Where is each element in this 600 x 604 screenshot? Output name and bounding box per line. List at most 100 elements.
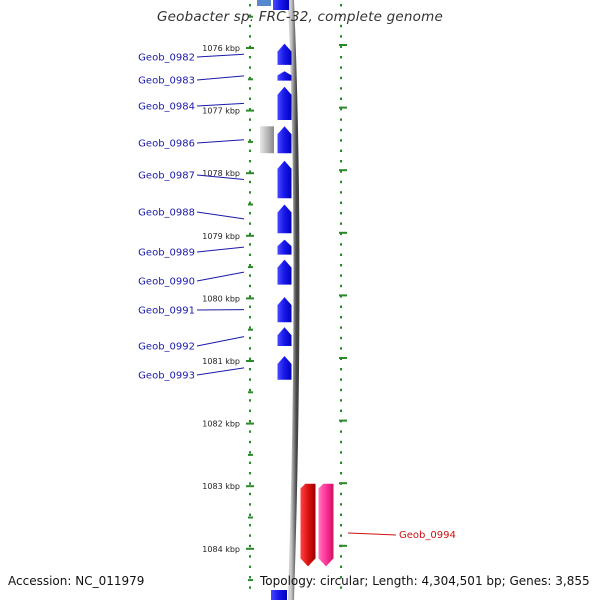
outer-scale-dot xyxy=(340,368,342,370)
inner-scale-dot xyxy=(249,222,251,224)
inner-scale-dot xyxy=(249,566,251,568)
inner-scale-dot xyxy=(249,347,251,349)
inner-scale-dot xyxy=(249,524,251,526)
inner-major-tick xyxy=(246,548,254,550)
inner-scale-dot xyxy=(249,441,251,443)
outer-scale-dot xyxy=(340,399,342,401)
outer-scale-dot xyxy=(340,212,342,214)
gene-arrow-Geob_0982 xyxy=(278,44,292,65)
genome-summary-text: Topology: circular; Length: 4,304,501 bp… xyxy=(260,574,590,588)
outer-scale-dot xyxy=(340,555,342,557)
inner-scale-dot xyxy=(249,181,251,183)
inner-scale-dot xyxy=(249,254,251,256)
outer-scale-dot xyxy=(340,430,342,432)
inner-scale-dot xyxy=(249,389,251,391)
outer-scale-dot xyxy=(340,285,342,287)
inner-scale-dot xyxy=(249,87,251,89)
inner-major-tick xyxy=(246,235,254,237)
inner-scale-dot xyxy=(249,482,251,484)
outer-scale-dot xyxy=(340,160,342,162)
outer-major-tick xyxy=(339,357,347,359)
inner-scale-dot xyxy=(249,555,251,557)
gene-arrow-Geob_0986 xyxy=(278,126,292,153)
inner-minor-tick xyxy=(248,204,253,206)
gene-arrow-Geob_0984 xyxy=(278,87,292,120)
outer-scale-dot xyxy=(340,202,342,204)
inner-scale-dot xyxy=(249,586,251,588)
gene-arrow-Geob_0990 xyxy=(278,260,292,285)
inner-scale-dot xyxy=(249,378,251,380)
gene-arrow-Geob_0987 xyxy=(278,161,292,199)
inner-scale-dot xyxy=(249,66,251,68)
inner-minor-tick xyxy=(248,266,253,268)
inner-major-tick xyxy=(246,423,254,425)
outer-scale-dot xyxy=(340,66,342,68)
inner-scale-dot xyxy=(249,430,251,432)
gene-leader-line xyxy=(197,272,244,281)
inner-minor-tick xyxy=(248,329,253,331)
gene-arrow-Geob_0994 xyxy=(301,484,316,567)
scale-tick-label: 1083 kbp xyxy=(202,482,240,491)
outer-major-tick xyxy=(339,294,347,296)
inner-minor-tick xyxy=(248,141,253,143)
scale-tick-label: 1084 kbp xyxy=(202,545,240,554)
gene-leader-line xyxy=(348,533,396,535)
gene-arrow-Geob_0985-feature xyxy=(260,126,274,153)
inner-minor-tick xyxy=(248,454,253,456)
scale-tick-label: 1077 kbp xyxy=(202,107,240,116)
inner-scale-dot xyxy=(249,243,251,245)
inner-scale-dot xyxy=(249,576,251,578)
outer-scale-dot xyxy=(340,181,342,183)
outer-major-tick xyxy=(339,44,347,46)
map-title: Geobacter sp. FRC-32, complete genome xyxy=(0,9,600,25)
outer-scale-dot xyxy=(340,493,342,495)
scale-tick-label: 1079 kbp xyxy=(202,232,240,241)
outer-scale-dot xyxy=(340,4,342,6)
gene-label-Geob_0987: Geob_0987 xyxy=(138,171,195,182)
gene-leader-line xyxy=(197,337,244,346)
scale-tick-label: 1080 kbp xyxy=(202,294,240,303)
inner-scale-dot xyxy=(249,4,251,6)
inner-major-tick xyxy=(246,172,254,174)
outer-scale-dot xyxy=(340,264,342,266)
inner-major-tick xyxy=(246,297,254,299)
inner-scale-dot xyxy=(249,358,251,360)
gene-leader-line xyxy=(197,76,244,80)
outer-scale-dot xyxy=(340,222,342,224)
gene-label-Geob_0984: Geob_0984 xyxy=(138,102,195,113)
outer-scale-dot xyxy=(340,389,342,391)
outer-scale-dot xyxy=(340,566,342,568)
inner-scale-dot xyxy=(249,191,251,193)
outer-scale-dot xyxy=(340,462,342,464)
inner-minor-tick xyxy=(248,391,253,393)
inner-scale-dot xyxy=(249,399,251,401)
inner-scale-dot xyxy=(249,285,251,287)
inner-minor-tick xyxy=(248,579,253,581)
inner-scale-dot xyxy=(249,316,251,318)
outer-scale-dot xyxy=(340,472,342,474)
gene-label-Geob_0989: Geob_0989 xyxy=(138,248,195,259)
gene-leader-line xyxy=(197,140,244,143)
inner-scale-dot xyxy=(249,472,251,474)
scale-tick-label: 1081 kbp xyxy=(202,357,240,366)
gene-label-Geob_0986: Geob_0986 xyxy=(138,139,195,150)
inner-scale-dot xyxy=(249,545,251,547)
gene-label-Geob_0982: Geob_0982 xyxy=(138,53,195,64)
inner-scale-dot xyxy=(249,129,251,131)
outer-scale-dot xyxy=(340,129,342,131)
inner-scale-dot xyxy=(249,503,251,505)
inner-scale-dot xyxy=(249,274,251,276)
outer-scale-dot xyxy=(340,306,342,308)
outer-scale-dot xyxy=(340,274,342,276)
inner-scale-dot xyxy=(249,410,251,412)
outer-scale-dot xyxy=(340,410,342,412)
inner-major-tick xyxy=(246,360,254,362)
inner-scale-dot xyxy=(249,493,251,495)
scale-tick-label: 1082 kbp xyxy=(202,420,240,429)
gene-label-Geob_0983: Geob_0983 xyxy=(138,76,195,87)
outer-scale-dot xyxy=(340,25,342,27)
gene-arrow-Geob_0989 xyxy=(278,240,292,255)
outer-scale-dot xyxy=(340,254,342,256)
outer-scale-dot xyxy=(340,191,342,193)
outer-major-tick xyxy=(339,107,347,109)
